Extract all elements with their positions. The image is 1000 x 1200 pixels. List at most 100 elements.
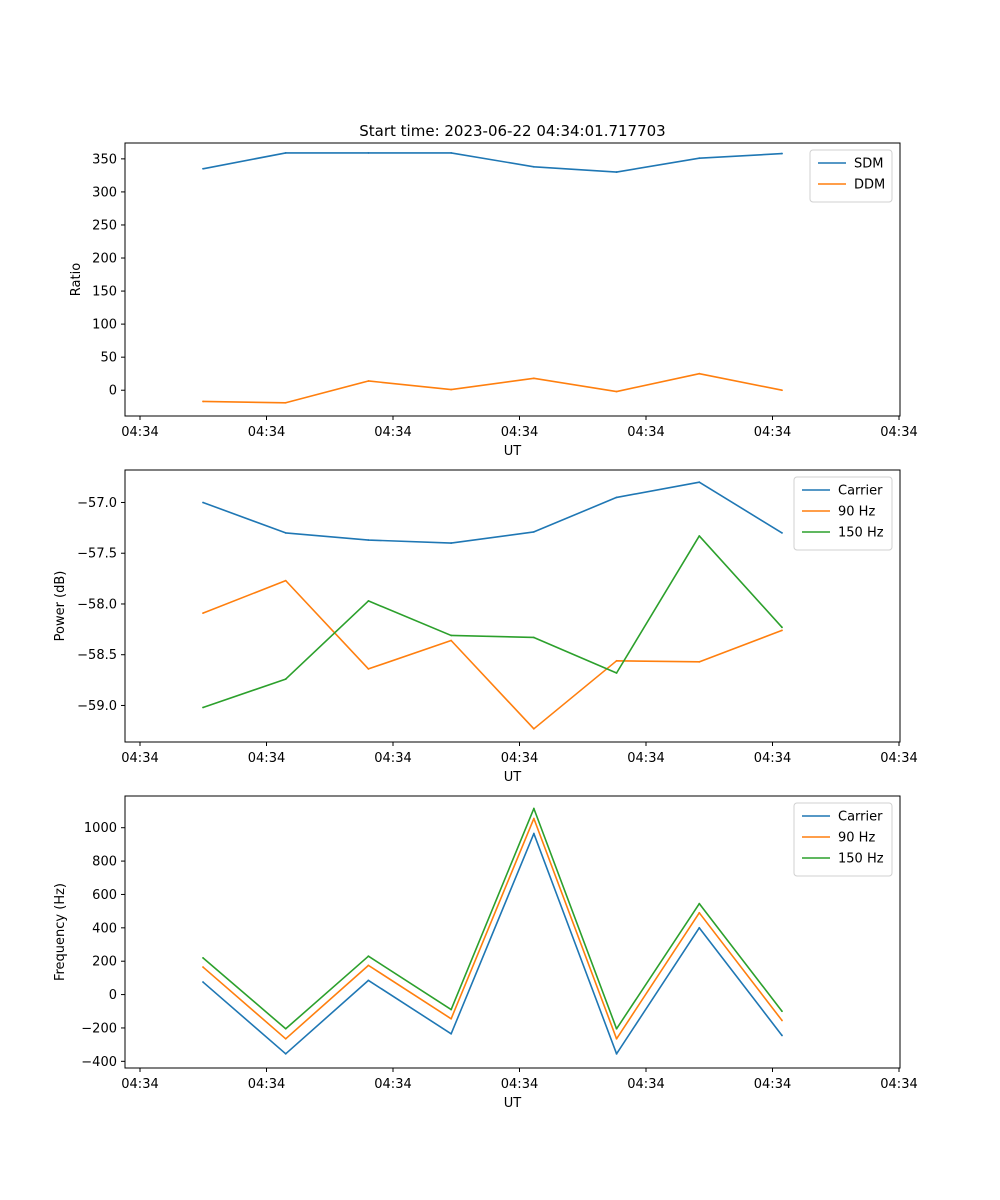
series-line-90-hz (202, 579, 783, 730)
data-point (367, 152, 370, 154)
x-tick-label: 04:34 (248, 751, 285, 766)
series-line-carrier (202, 832, 783, 1055)
data-point (202, 400, 204, 403)
series-line-90-hz (202, 817, 783, 1040)
x-tick-label: 04:34 (501, 751, 538, 766)
data-point (450, 1032, 453, 1035)
y-tick-label: −57.5 (77, 547, 117, 562)
y-tick-label: 1000 (84, 821, 117, 836)
data-point (532, 636, 535, 639)
data-point (781, 152, 783, 155)
data-point (698, 660, 701, 663)
y-tick-label: −59.0 (77, 699, 117, 714)
data-point (202, 956, 204, 959)
y-axis-label: Frequency (Hz) (53, 883, 68, 981)
legend-label: DDM (854, 178, 885, 193)
data-point (284, 1052, 287, 1055)
y-tick-label: 0 (109, 988, 117, 1003)
y-tick-label: 800 (92, 855, 117, 870)
y-tick-label: 100 (92, 318, 117, 333)
series-line-150-hz (202, 535, 783, 709)
data-point (284, 401, 287, 404)
y-tick-label: 250 (92, 218, 117, 233)
data-point (202, 612, 204, 615)
x-tick-label: 04:34 (121, 425, 158, 440)
data-point (615, 1027, 618, 1030)
y-tick-label: 350 (92, 152, 117, 167)
data-point (202, 167, 204, 170)
x-tick-label: 04:34 (248, 425, 285, 440)
data-point (450, 1017, 453, 1020)
legend-label: 90 Hz (838, 505, 875, 520)
data-point (532, 832, 535, 835)
y-tick-label: 0 (109, 384, 117, 399)
y-tick-label: 150 (92, 285, 117, 300)
y-axis-label: Ratio (69, 263, 84, 296)
data-point (781, 532, 783, 534)
data-point (615, 1052, 618, 1055)
y-tick-label: −400 (81, 1055, 117, 1070)
x-tick-label: 04:34 (501, 425, 538, 440)
data-point (284, 678, 287, 680)
y-tick-label: 400 (92, 921, 117, 936)
data-point (367, 539, 370, 541)
data-point (450, 388, 453, 391)
chart-panel-2: 04:3404:3404:3404:3404:3404:3404:3404:35… (53, 469, 918, 785)
figure-title: Start time: 2023-06-22 04:34:01.717703 (359, 122, 665, 140)
data-point (532, 727, 535, 730)
data-point (532, 165, 535, 168)
x-tick-label: 04:34 (374, 1077, 411, 1092)
y-tick-label: 300 (92, 185, 117, 200)
data-point (532, 817, 535, 820)
y-tick-label: 200 (92, 252, 117, 267)
data-point (367, 955, 370, 958)
data-point (202, 706, 204, 709)
data-point (615, 390, 618, 393)
data-point (698, 926, 701, 929)
y-tick-label: 200 (92, 955, 117, 970)
x-axis-label: UT (504, 1096, 522, 1111)
data-point (202, 981, 204, 983)
legend-label: 150 Hz (838, 852, 884, 867)
data-point (781, 1034, 783, 1037)
data-point (450, 542, 453, 544)
legend: SDM DDM (809, 149, 893, 203)
x-tick-label: 04:34 (121, 751, 158, 766)
data-point (698, 902, 701, 905)
y-tick-label: −200 (81, 1021, 117, 1036)
data-point (781, 1019, 783, 1022)
legend-label: SDM (854, 157, 883, 172)
legend-label: 90 Hz (838, 831, 875, 846)
data-point (698, 372, 701, 375)
x-tick-label: 04:34 (880, 1077, 917, 1092)
data-point (781, 629, 783, 632)
data-point (284, 579, 287, 582)
data-point (532, 807, 535, 810)
x-axis-label: UT (504, 770, 522, 785)
data-point (450, 639, 453, 642)
series-line-150-hz (202, 807, 783, 1030)
data-point (284, 532, 287, 534)
data-point (367, 979, 370, 982)
data-point (367, 600, 370, 602)
legend-label: Carrier (838, 484, 883, 499)
data-point (202, 966, 204, 968)
x-tick-label: 04:34 (627, 425, 664, 440)
series-line-ddm (202, 372, 783, 404)
data-point (698, 481, 701, 484)
data-point (284, 1027, 287, 1030)
data-point (450, 152, 453, 154)
data-point (367, 668, 370, 670)
y-tick-label: −58.0 (77, 597, 117, 612)
data-point (781, 626, 783, 629)
x-tick-label: 04:34 (627, 1077, 664, 1092)
x-tick-label: 04:34 (754, 1077, 791, 1092)
x-tick-label: 04:34 (248, 1077, 285, 1092)
x-tick-label: 04:34 (880, 751, 917, 766)
x-tick-label: 04:34 (121, 1077, 158, 1092)
data-point (615, 659, 618, 662)
chart-panel-3: 04:3404:3404:3404:3404:3404:3404:3404:35… (53, 795, 918, 1111)
y-axis-label: Power (dB) (53, 571, 68, 642)
data-point (615, 171, 618, 173)
